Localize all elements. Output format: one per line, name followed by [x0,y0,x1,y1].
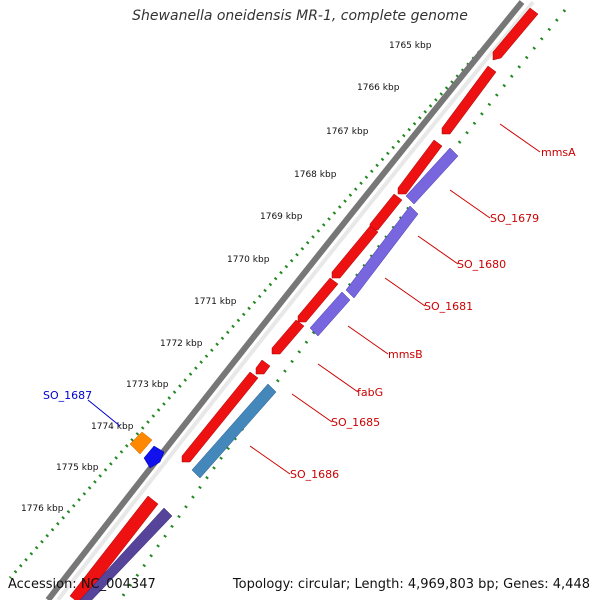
genome-backbone-highlight [56,0,535,600]
tick-label-1770: 1770 kbp [227,255,270,265]
gene-label-SO_1685[interactable]: SO_1685 [331,416,380,429]
genome-backbone [45,0,525,600]
gene-label-SO_1681[interactable]: SO_1681 [424,300,473,313]
tick-label-1772: 1772 kbp [160,339,203,349]
feature-cds-top[interactable] [492,7,539,61]
leader-SO_1685 [291,393,333,423]
tick-label-1773: 1773 kbp [126,380,169,390]
gene-label-fabG[interactable]: fabG [357,386,383,399]
gene-label-SO_1686[interactable]: SO_1686 [290,468,339,481]
accession-text: Accession: NC_004347 [8,577,156,592]
leader-SO_1681 [384,277,426,307]
gene-label-mmsB[interactable]: mmsB [388,348,423,361]
leader-SO_1686 [249,445,291,475]
tick-label-1765: 1765 kbp [389,41,432,51]
gene-label-SO_1680[interactable]: SO_1680 [457,258,506,271]
feature-rev-SO_1681[interactable] [309,291,351,337]
tick-ring-outer [8,8,519,579]
feature-cds-fabG[interactable] [271,319,305,355]
tick-label-1766: 1766 kbp [357,83,400,93]
tick-label-1776: 1776 kbp [21,504,64,514]
leader-fabG [317,363,359,393]
tick-label-1769: 1769 kbp [260,212,303,222]
feature-rna-orange[interactable] [129,431,153,455]
leader-SO_1687 [87,399,121,427]
feature-cds-mmsB[interactable] [297,277,339,323]
leader-SO_1679 [449,189,491,219]
gene-label-SO_1687[interactable]: SO_1687 [43,389,92,402]
tick-label-1774: 1774 kbp [91,422,134,432]
genome-summary-text: Topology: circular; Length: 4,969,803 bp… [232,577,590,592]
feature-cds-mmsA[interactable] [441,65,497,135]
feature-cds-SO_1681[interactable] [331,225,379,279]
feature-rev-SO_1686[interactable] [191,383,277,479]
map-title: Shewanella oneidensis MR-1, complete gen… [132,8,468,24]
leader-SO_1680 [417,235,459,265]
gene-label-SO_1679[interactable]: SO_1679 [490,212,539,225]
tick-label-1768: 1768 kbp [294,170,337,180]
leader-mmsB [347,325,389,355]
feature-cds-SO_1685[interactable] [181,371,259,463]
tick-label-1767: 1767 kbp [326,127,369,137]
feature-rev-bottom[interactable] [79,507,173,600]
feature-cds-SO_1687[interactable] [143,445,165,469]
tick-label-1771: 1771 kbp [194,297,237,307]
feature-cds-SO_1679[interactable] [397,139,443,195]
gene-label-mmsA[interactable]: mmsA [541,146,576,159]
tick-label-1775: 1775 kbp [56,463,99,473]
feature-rev-SO_1679[interactable] [405,147,459,205]
feature-cds-bottom[interactable] [69,495,159,600]
feature-cds-small[interactable] [255,359,271,375]
feature-rev-SO_1680[interactable] [345,205,419,299]
leader-mmsA [499,123,541,153]
